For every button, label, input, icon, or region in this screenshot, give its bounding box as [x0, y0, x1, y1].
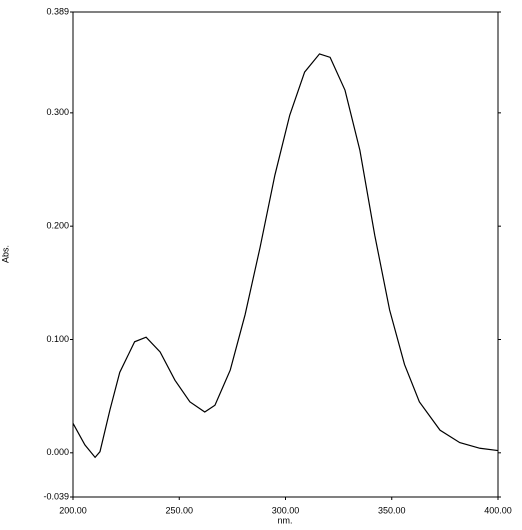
- x-tick-label: 350.00: [378, 505, 406, 515]
- y-axis-label: Abs.: [0, 245, 10, 263]
- y-tick-label: -0.039: [43, 491, 69, 501]
- spectrum-line: [72, 53, 499, 459]
- plot-frame: [72, 11, 499, 498]
- y-tick-label: 0.000: [46, 447, 69, 457]
- y-tick-label: 0.100: [46, 334, 69, 344]
- y-tick-label: 0.200: [46, 221, 69, 231]
- x-tick-label: 300.00: [272, 505, 300, 515]
- y-tick-label: 0.300: [46, 107, 69, 117]
- y-tick-label: 0.389: [46, 6, 69, 16]
- x-tick-label: 250.00: [165, 505, 193, 515]
- x-tick-label: 200.00: [59, 505, 87, 515]
- x-axis-label: nm.: [277, 515, 292, 525]
- x-tick-label: 400.00: [484, 505, 512, 515]
